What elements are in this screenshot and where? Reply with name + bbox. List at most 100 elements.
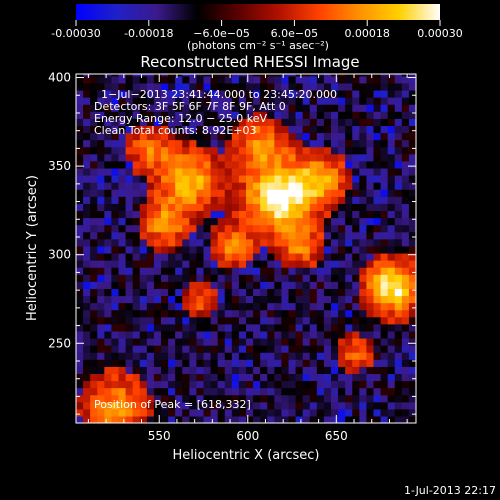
- heatmap-cell: [302, 281, 311, 289]
- heatmap-cell: [267, 82, 275, 91]
- heatmap-cell: [246, 352, 254, 360]
- heatmap-cell: [267, 182, 275, 190]
- heatmap-cell: [246, 203, 254, 212]
- heatmap-cell: [246, 302, 254, 311]
- heatmap-cell: [231, 359, 240, 367]
- heatmap-cell: [274, 125, 283, 134]
- heatmap-cell: [331, 295, 339, 304]
- heatmap-cell: [104, 408, 113, 417]
- heatmap-cell: [387, 139, 396, 148]
- heatmap-cell: [408, 316, 416, 325]
- heatmap-cell: [90, 189, 98, 197]
- heatmap-cell: [76, 146, 84, 155]
- heatmap-cell: [323, 401, 332, 410]
- heatmap-cell: [217, 359, 226, 367]
- heatmap-cell: [323, 330, 332, 339]
- heatmap-cell: [132, 89, 141, 98]
- heatmap-cell: [309, 118, 318, 126]
- heatmap-cell: [387, 288, 396, 297]
- heatmap-cell: [139, 75, 148, 84]
- heatmap-cell: [203, 75, 212, 84]
- heatmap-cell: [118, 394, 127, 403]
- heatmap-cell: [161, 352, 169, 360]
- heatmap-cell: [316, 323, 325, 332]
- heatmap-cell: [394, 74, 403, 77]
- heatmap-cell: [118, 104, 127, 112]
- heatmap-cell: [394, 295, 403, 304]
- heatmap-cell: [380, 323, 389, 332]
- heatmap-cell: [210, 415, 219, 423]
- heatmap-cell: [146, 97, 155, 105]
- heatmap-cell: [210, 139, 219, 148]
- heatmap-cell: [366, 189, 375, 197]
- heatmap-cell: [189, 352, 198, 360]
- heatmap-cell: [83, 97, 91, 105]
- heatmap-cell: [323, 267, 332, 275]
- heatmap-cell: [345, 245, 353, 254]
- heatmap-cell: [316, 182, 325, 190]
- heatmap-cell: [111, 302, 120, 311]
- heatmap-cell: [182, 238, 190, 247]
- heatmap-cell: [408, 295, 416, 304]
- heatmap-cell: [260, 309, 268, 318]
- heatmap-cell: [168, 182, 176, 190]
- heatmap-cell: [302, 89, 311, 98]
- heatmap-cell: [316, 260, 325, 268]
- heatmap-cell: [146, 196, 155, 204]
- heatmap-cell: [380, 274, 389, 282]
- heatmap-cell: [161, 196, 169, 204]
- heatmap-cell: [97, 75, 105, 84]
- heatmap-cell: [104, 415, 113, 423]
- heatmap-cell: [338, 394, 346, 403]
- heatmap-cell: [132, 210, 141, 219]
- heatmap-cell: [132, 252, 141, 261]
- heatmap-cell: [217, 337, 226, 346]
- heatmap-cell: [323, 274, 332, 282]
- heatmap-cell: [224, 252, 233, 261]
- heatmap-cell: [408, 217, 416, 226]
- heatmap-cell: [302, 97, 311, 105]
- heatmap-cell: [359, 330, 368, 339]
- heatmap-cell: [260, 288, 268, 297]
- heatmap-cell: [253, 288, 261, 297]
- heatmap-cell: [189, 217, 198, 226]
- heatmap-cell: [182, 182, 190, 190]
- heatmap-cell: [132, 167, 141, 176]
- heatmap-cell: [161, 252, 169, 261]
- heatmap-cell: [90, 104, 98, 112]
- heatmap-cell: [83, 189, 91, 197]
- heatmap-cell: [97, 224, 105, 233]
- heatmap-cell: [153, 82, 162, 91]
- heatmap-cell: [111, 75, 120, 84]
- heatmap-cell: [153, 210, 162, 219]
- heatmap-cell: [316, 111, 325, 119]
- heatmap-cell: [309, 330, 318, 339]
- heatmap-cell: [217, 111, 226, 119]
- heatmap-cell: [295, 160, 304, 169]
- heatmap-cell: [323, 224, 332, 233]
- heatmap-cell: [161, 160, 169, 169]
- heatmap-cell: [90, 196, 98, 204]
- heatmap-cell: [331, 74, 339, 77]
- heatmap-cell: [168, 252, 176, 261]
- heatmap-cell: [260, 82, 268, 91]
- heatmap-cell: [394, 415, 403, 423]
- heatmap-cell: [161, 408, 169, 417]
- heatmap-cell: [76, 196, 84, 204]
- heatmap-cell: [161, 394, 169, 403]
- heatmap-cell: [83, 295, 91, 304]
- heatmap-cell: [203, 309, 212, 318]
- heatmap-cell: [338, 75, 346, 84]
- heatmap-cell: [316, 139, 325, 148]
- heatmap-cell: [267, 75, 275, 84]
- heatmap-cell: [203, 89, 212, 98]
- heatmap-cell: [139, 387, 148, 396]
- heatmap-cell: [401, 139, 410, 148]
- heatmap-cell: [302, 238, 311, 247]
- heatmap-cell: [401, 323, 410, 332]
- heatmap-cell: [366, 387, 375, 396]
- heatmap-cell: [196, 196, 205, 204]
- heatmap-cell: [217, 125, 226, 134]
- heatmap-cell: [238, 104, 247, 112]
- heatmap-cell: [387, 394, 396, 403]
